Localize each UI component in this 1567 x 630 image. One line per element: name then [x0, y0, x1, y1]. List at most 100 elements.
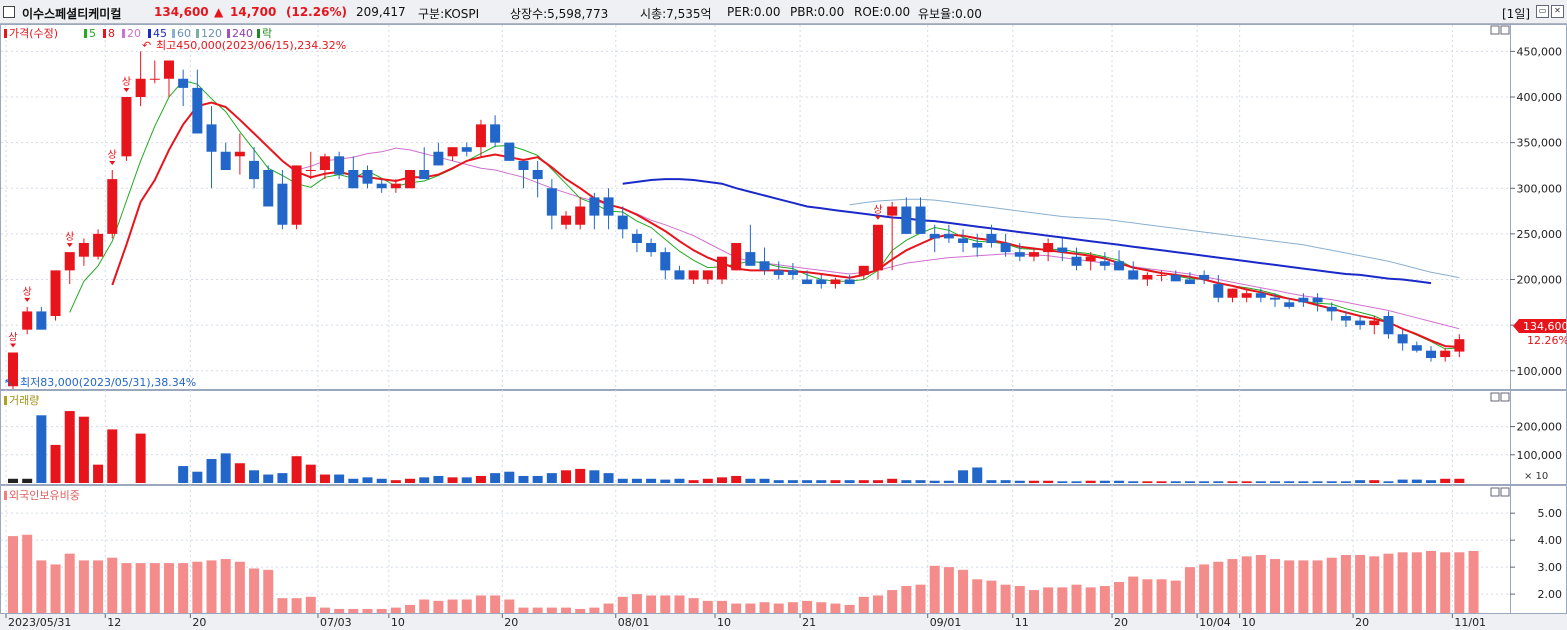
candle-body [1255, 293, 1266, 298]
candle-body [8, 352, 18, 387]
foreign-ownership-bar [36, 560, 47, 613]
candle [348, 156, 359, 189]
candle-body [263, 170, 274, 207]
candle-body [688, 270, 699, 280]
volume-bar [1440, 478, 1451, 483]
foreign-ownership-bar [249, 568, 260, 613]
volume-bar [1383, 481, 1394, 483]
candle [915, 197, 926, 234]
price-change-percent: (12.26%) [286, 5, 347, 19]
foreign-ownership-bar [1397, 552, 1408, 613]
foreign-ownership-bar [50, 564, 61, 613]
candle-body [107, 179, 118, 234]
select-checkbox[interactable] [3, 6, 15, 18]
candle-body [447, 147, 458, 157]
candle [844, 274, 855, 285]
volume-title: 거래량 [9, 394, 39, 407]
foreign-ownership-bar [589, 607, 600, 613]
volume-bar [603, 473, 614, 483]
volume-bar [1085, 480, 1096, 483]
candle [1355, 316, 1366, 330]
foreign-ownership-bar [1241, 556, 1252, 613]
volume-bar [901, 480, 912, 483]
candle-body [1326, 306, 1337, 312]
candle [8, 352, 18, 389]
volume-bar [64, 411, 75, 483]
candle [646, 238, 657, 257]
period-selector[interactable]: [1일] [1502, 7, 1531, 21]
candle-body [234, 151, 245, 157]
foreign-ownership-bar [405, 604, 416, 613]
candle-body [617, 215, 628, 230]
candle-body [461, 147, 472, 152]
x-tick-label: 20 [1355, 616, 1369, 629]
candle-body [348, 170, 359, 189]
volume-bar [702, 478, 713, 483]
volume-bar [475, 475, 486, 483]
volume-bar [305, 464, 316, 483]
candle [1284, 297, 1295, 309]
volume-bar [1114, 480, 1125, 483]
candle [64, 252, 75, 285]
foreign-ownership-bar [1411, 552, 1422, 613]
volume-bar [674, 478, 685, 483]
foreign-ownership-bar [277, 598, 288, 613]
foreign-ownership-bar [475, 595, 486, 613]
candle-body [135, 78, 146, 97]
foreign-ownership-bar [78, 560, 89, 613]
candle [1085, 252, 1096, 271]
candle-body [532, 170, 543, 180]
volume-panel-controls[interactable] [1490, 392, 1510, 402]
volume-panel [0, 390, 1567, 485]
candle [1255, 288, 1266, 303]
volume-bar [1270, 481, 1281, 483]
candle-body [1114, 261, 1125, 271]
foreign-ownership-bar [348, 608, 359, 613]
candle-body [646, 243, 657, 253]
candle [1043, 238, 1054, 262]
x-tick-label: 10/04 [1199, 616, 1231, 629]
limit-up-arrow [10, 343, 16, 348]
foreign-ownership-bar [1142, 579, 1153, 613]
volume-bar [1199, 481, 1210, 483]
candle-body [490, 124, 501, 143]
candle-body [1369, 320, 1380, 326]
volume-bar [844, 480, 855, 483]
candle [1114, 250, 1125, 271]
volume-bar [1411, 479, 1422, 483]
candle-body [986, 233, 997, 243]
foreign-ownership-bar [972, 579, 983, 613]
foreign-ownership-bar [1440, 552, 1451, 613]
price-panel-controls[interactable] [1490, 25, 1510, 35]
listed-shares: 상장수:5,598,773 [510, 7, 609, 21]
candle-body [745, 252, 756, 266]
foreign-ownership-bar [631, 594, 642, 613]
volume-bar [816, 480, 827, 483]
candle [575, 197, 586, 230]
legend-ma5: 5 [89, 27, 96, 40]
candle [107, 170, 118, 239]
volume-bar [348, 478, 359, 483]
candle-body [1383, 316, 1394, 335]
volume-bar [575, 468, 586, 483]
foreign-ownership-bar [1270, 559, 1281, 613]
maximize-icon[interactable]: ▭ [1536, 5, 1549, 18]
close-icon[interactable]: ✕ [1551, 5, 1564, 18]
candle [178, 69, 189, 107]
candle-body [1270, 297, 1281, 300]
x-tick-label: 11 [1015, 616, 1029, 629]
volume-bar [1099, 480, 1110, 483]
y-tick-label: 5.00 [1538, 507, 1563, 520]
foreign-ownership-bar [107, 557, 118, 613]
foreign-ownership-bar [1099, 586, 1110, 613]
volume-bar [390, 480, 401, 483]
foreign-panel-controls[interactable] [1490, 487, 1510, 497]
candle [1440, 347, 1451, 362]
candle [745, 224, 756, 266]
candle [220, 142, 231, 170]
candle-body [376, 183, 387, 189]
candle [773, 261, 784, 280]
volume-bar [631, 478, 642, 483]
candle-body [816, 279, 827, 285]
